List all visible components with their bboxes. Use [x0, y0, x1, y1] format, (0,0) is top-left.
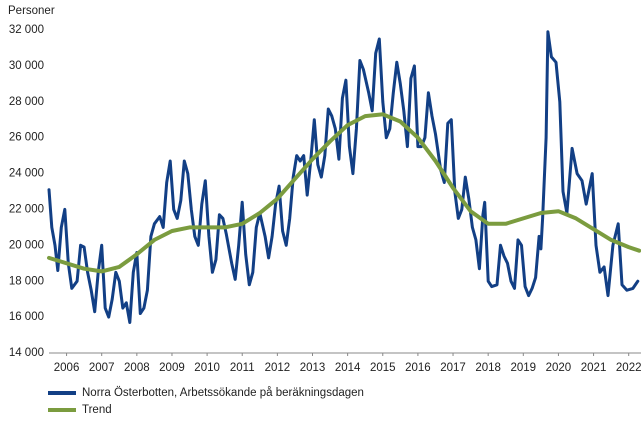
y-tick-label: 20 000	[9, 239, 44, 251]
y-axis-label: Personer	[8, 5, 55, 17]
legend-label: Trend	[82, 404, 112, 416]
x-tick-label: 2013	[300, 362, 326, 374]
y-tick-label: 14 000	[9, 347, 44, 359]
y-tick-label: 30 000	[9, 60, 44, 72]
series-line	[47, 30, 640, 324]
x-tick-label: 2010	[194, 362, 220, 374]
x-tick-label: 2006	[54, 362, 80, 374]
x-tick-label: 2017	[440, 362, 466, 374]
x-tick-label: 2007	[89, 362, 115, 374]
x-tick-label: 2021	[581, 362, 607, 374]
y-tick-label: 28 000	[9, 96, 44, 108]
y-tick-label: 16 000	[9, 311, 44, 323]
x-tick-label: 2022	[616, 362, 641, 374]
x-tick-label: 2019	[511, 362, 537, 374]
y-tick-label: 26 000	[9, 132, 44, 144]
y-tick-label: 18 000	[9, 275, 44, 287]
x-tick-label: 2020	[546, 362, 572, 374]
y-tick-label: 22 000	[9, 203, 44, 215]
y-tick-label: 32 000	[9, 24, 44, 36]
x-tick-label: 2009	[159, 362, 185, 374]
x-tick-label: 2011	[230, 362, 255, 374]
x-tick-label: 2018	[475, 362, 501, 374]
x-tick-label: 2015	[370, 362, 396, 374]
x-tick-label: 2012	[265, 362, 291, 374]
x-tick-label: 2008	[124, 362, 150, 374]
y-tick-label: 24 000	[9, 168, 44, 180]
series-line	[47, 112, 641, 274]
x-tick-label: 2016	[405, 362, 431, 374]
legend-label: Norra Österbotten, Arbetssökande på berä…	[82, 387, 364, 399]
x-tick-label: 2014	[335, 362, 361, 374]
